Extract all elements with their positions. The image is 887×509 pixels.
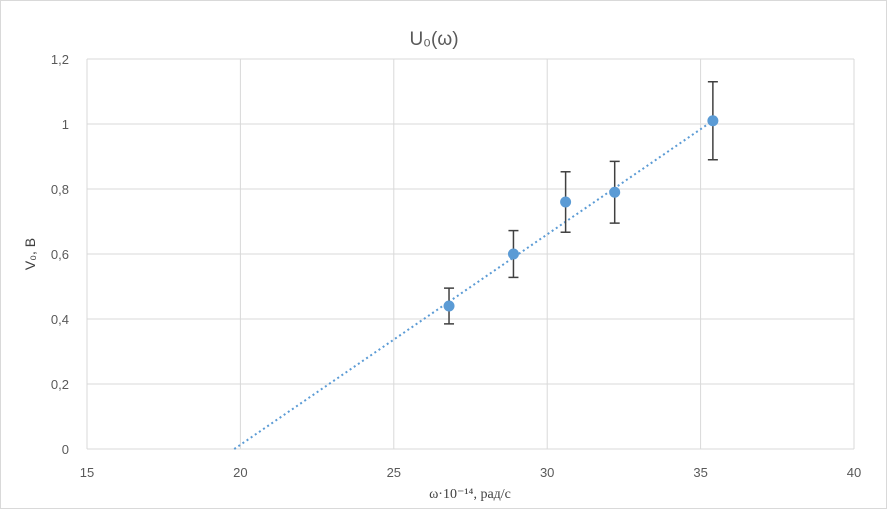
x-tick-label: 35 xyxy=(693,465,707,480)
y-tick-label: 0,6 xyxy=(51,247,69,262)
x-tick-label: 40 xyxy=(847,465,861,480)
trendline-group xyxy=(233,119,714,450)
y-tick-label: 0,2 xyxy=(51,377,69,392)
data-points xyxy=(443,115,719,312)
y-tick-labels: 0 0,2 0,4 0,6 0,8 1 1,2 xyxy=(51,52,69,457)
y-tick-label: 0,4 xyxy=(51,312,69,327)
chart-title: U₀(ω) xyxy=(409,29,458,50)
y-tick-label: 1,2 xyxy=(51,52,69,67)
trendline xyxy=(233,119,714,450)
error-bars xyxy=(444,81,718,325)
grid-lines xyxy=(86,58,855,450)
y-tick-label: 1 xyxy=(62,117,69,132)
x-tick-labels: 15 20 25 30 35 40 xyxy=(80,465,861,480)
data-point xyxy=(560,196,572,208)
data-point xyxy=(609,186,621,198)
x-tick-label: 15 xyxy=(80,465,94,480)
x-tick-label: 20 xyxy=(233,465,247,480)
x-tick-label: 30 xyxy=(540,465,554,480)
y-tick-label: 0,8 xyxy=(51,182,69,197)
y-tick-label: 0 xyxy=(62,442,69,457)
data-point xyxy=(443,300,455,312)
data-point xyxy=(507,248,519,260)
data-point xyxy=(707,115,719,127)
y-axis-label: V₀, B xyxy=(22,238,38,270)
x-tick-label: 25 xyxy=(387,465,401,480)
x-axis-label: ω·10⁻¹⁴, рад/с xyxy=(429,487,511,502)
